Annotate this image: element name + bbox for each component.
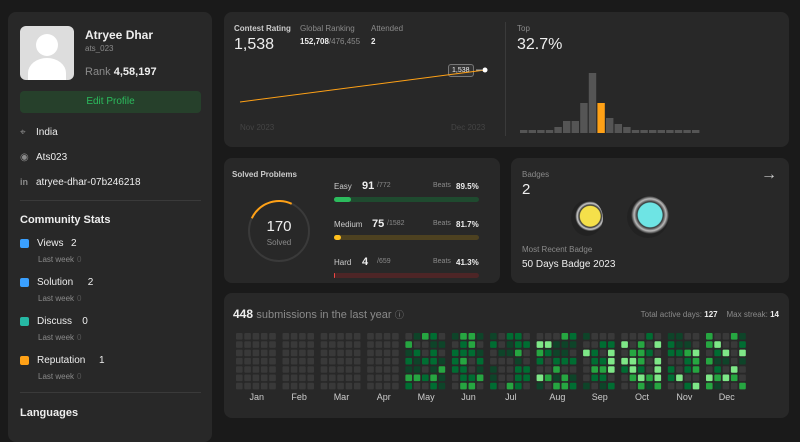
badge-icon bbox=[627, 196, 669, 238]
stat-label: Views bbox=[37, 238, 64, 249]
top-label: Top bbox=[517, 24, 530, 33]
edit-profile[interactable]: Edit Profile bbox=[20, 91, 201, 113]
streak: 14 bbox=[770, 310, 779, 319]
stat-icon bbox=[20, 239, 29, 248]
global-label: Global Ranking bbox=[300, 24, 355, 33]
global-total: /476,455 bbox=[328, 37, 361, 46]
contest-card: Contest Rating 1,538 Global Ranking 152,… bbox=[224, 12, 789, 147]
rating: 1,538 bbox=[234, 36, 275, 53]
arrow[interactable]: → bbox=[761, 166, 777, 183]
stat-label: Discuss bbox=[37, 316, 73, 327]
attended: 2 bbox=[371, 37, 376, 46]
stat-delta: 0 bbox=[77, 372, 82, 381]
progress bbox=[334, 235, 341, 240]
stat-icon bbox=[20, 317, 29, 326]
level-name: Hard bbox=[334, 258, 352, 267]
stat-week: Last week bbox=[38, 372, 75, 381]
active-label: Total active days: bbox=[640, 310, 703, 319]
attended-label: Attended bbox=[371, 24, 404, 33]
level-total: /659 bbox=[377, 258, 391, 265]
stat-delta: 0 bbox=[77, 333, 82, 342]
rating-label: Contest Rating bbox=[234, 24, 291, 33]
level-solved: 91 bbox=[362, 180, 375, 192]
github: Ats023 bbox=[36, 152, 68, 163]
name: Atryee Dhar bbox=[85, 28, 154, 42]
profile-panel: Atryee Dhar ats_023 Rank 4,58,197 Edit P… bbox=[8, 12, 212, 442]
top: 32.7% bbox=[517, 36, 563, 53]
tooltip: 1,538 bbox=[448, 64, 474, 77]
solved-count: 170 bbox=[266, 218, 292, 235]
rank: 4,58,197 bbox=[113, 66, 157, 78]
level-name: Medium bbox=[334, 220, 363, 229]
submission-count: 448 bbox=[233, 307, 254, 321]
progress bbox=[334, 273, 335, 278]
stat-value: 1 bbox=[99, 355, 105, 366]
badge-icon bbox=[571, 200, 603, 236]
username: ats_023 bbox=[85, 44, 114, 53]
stat-label: Reputation bbox=[37, 355, 86, 366]
solved-label: Solved bbox=[266, 238, 292, 247]
page: Atryee Dhar ats_023 Rank 4,58,197 Edit P… bbox=[8, 12, 789, 442]
level-solved: 4 bbox=[362, 256, 369, 268]
level-total: /1582 bbox=[387, 220, 405, 227]
stat-value: 2 bbox=[87, 277, 94, 288]
beats: 89.5% bbox=[456, 182, 479, 191]
linkedin: atryee-dhar-07b246218 bbox=[36, 177, 141, 188]
beats: 81.7% bbox=[456, 220, 479, 229]
stat-week: Last week bbox=[38, 333, 75, 342]
solved-card: Solved Problems 170 Solved Easy 91/772 Bea… bbox=[224, 158, 500, 283]
recent-badge: 50 Days Badge 2023 bbox=[522, 259, 616, 270]
recent-label: Most Recent Badge bbox=[522, 245, 593, 254]
stat-delta: 0 bbox=[77, 294, 82, 303]
rank-label: Rank bbox=[85, 66, 111, 78]
beats-label: Beats bbox=[433, 258, 451, 265]
stat-icon bbox=[20, 356, 29, 365]
level-solved: 75 bbox=[372, 218, 385, 230]
beats-label: Beats bbox=[433, 182, 451, 189]
languages-title: Languages bbox=[20, 407, 79, 419]
badges-title: Badges bbox=[522, 170, 550, 179]
track bbox=[334, 273, 479, 278]
level-name: Easy bbox=[334, 182, 352, 191]
solved-title: Solved Problems bbox=[232, 170, 297, 179]
stat-week: Last week bbox=[38, 255, 75, 264]
level-total: /772 bbox=[377, 182, 391, 189]
beats: 41.3% bbox=[456, 258, 479, 267]
track bbox=[334, 197, 479, 202]
stat-icon bbox=[20, 278, 29, 287]
x-start: Nov 2023 bbox=[240, 123, 275, 132]
x-end: Dec 2023 bbox=[451, 123, 486, 132]
stat-week: Last week bbox=[38, 294, 75, 303]
avatar bbox=[20, 26, 74, 80]
track bbox=[334, 235, 479, 240]
progress bbox=[334, 197, 352, 202]
beats-label: Beats bbox=[433, 220, 451, 227]
stat-value: 0 bbox=[82, 316, 88, 327]
global: 152,708 bbox=[300, 37, 329, 46]
submission-label: submissions in the last year bbox=[256, 309, 392, 321]
streak-label: Max streak: bbox=[726, 310, 768, 319]
stat-label: Solution bbox=[37, 277, 74, 288]
submissions-card: 448 submissions in the last year ⓘ Total… bbox=[224, 293, 789, 418]
stat-value: 2 bbox=[71, 238, 77, 249]
location: India bbox=[36, 127, 58, 138]
active: 127 bbox=[704, 310, 718, 319]
badges-card: Badges 2 → Most Recent Badge 50 Days Bad… bbox=[511, 158, 789, 283]
community-title: Community Stats bbox=[20, 214, 111, 226]
badges-count: 2 bbox=[522, 181, 531, 198]
stat-delta: 0 bbox=[77, 255, 82, 264]
